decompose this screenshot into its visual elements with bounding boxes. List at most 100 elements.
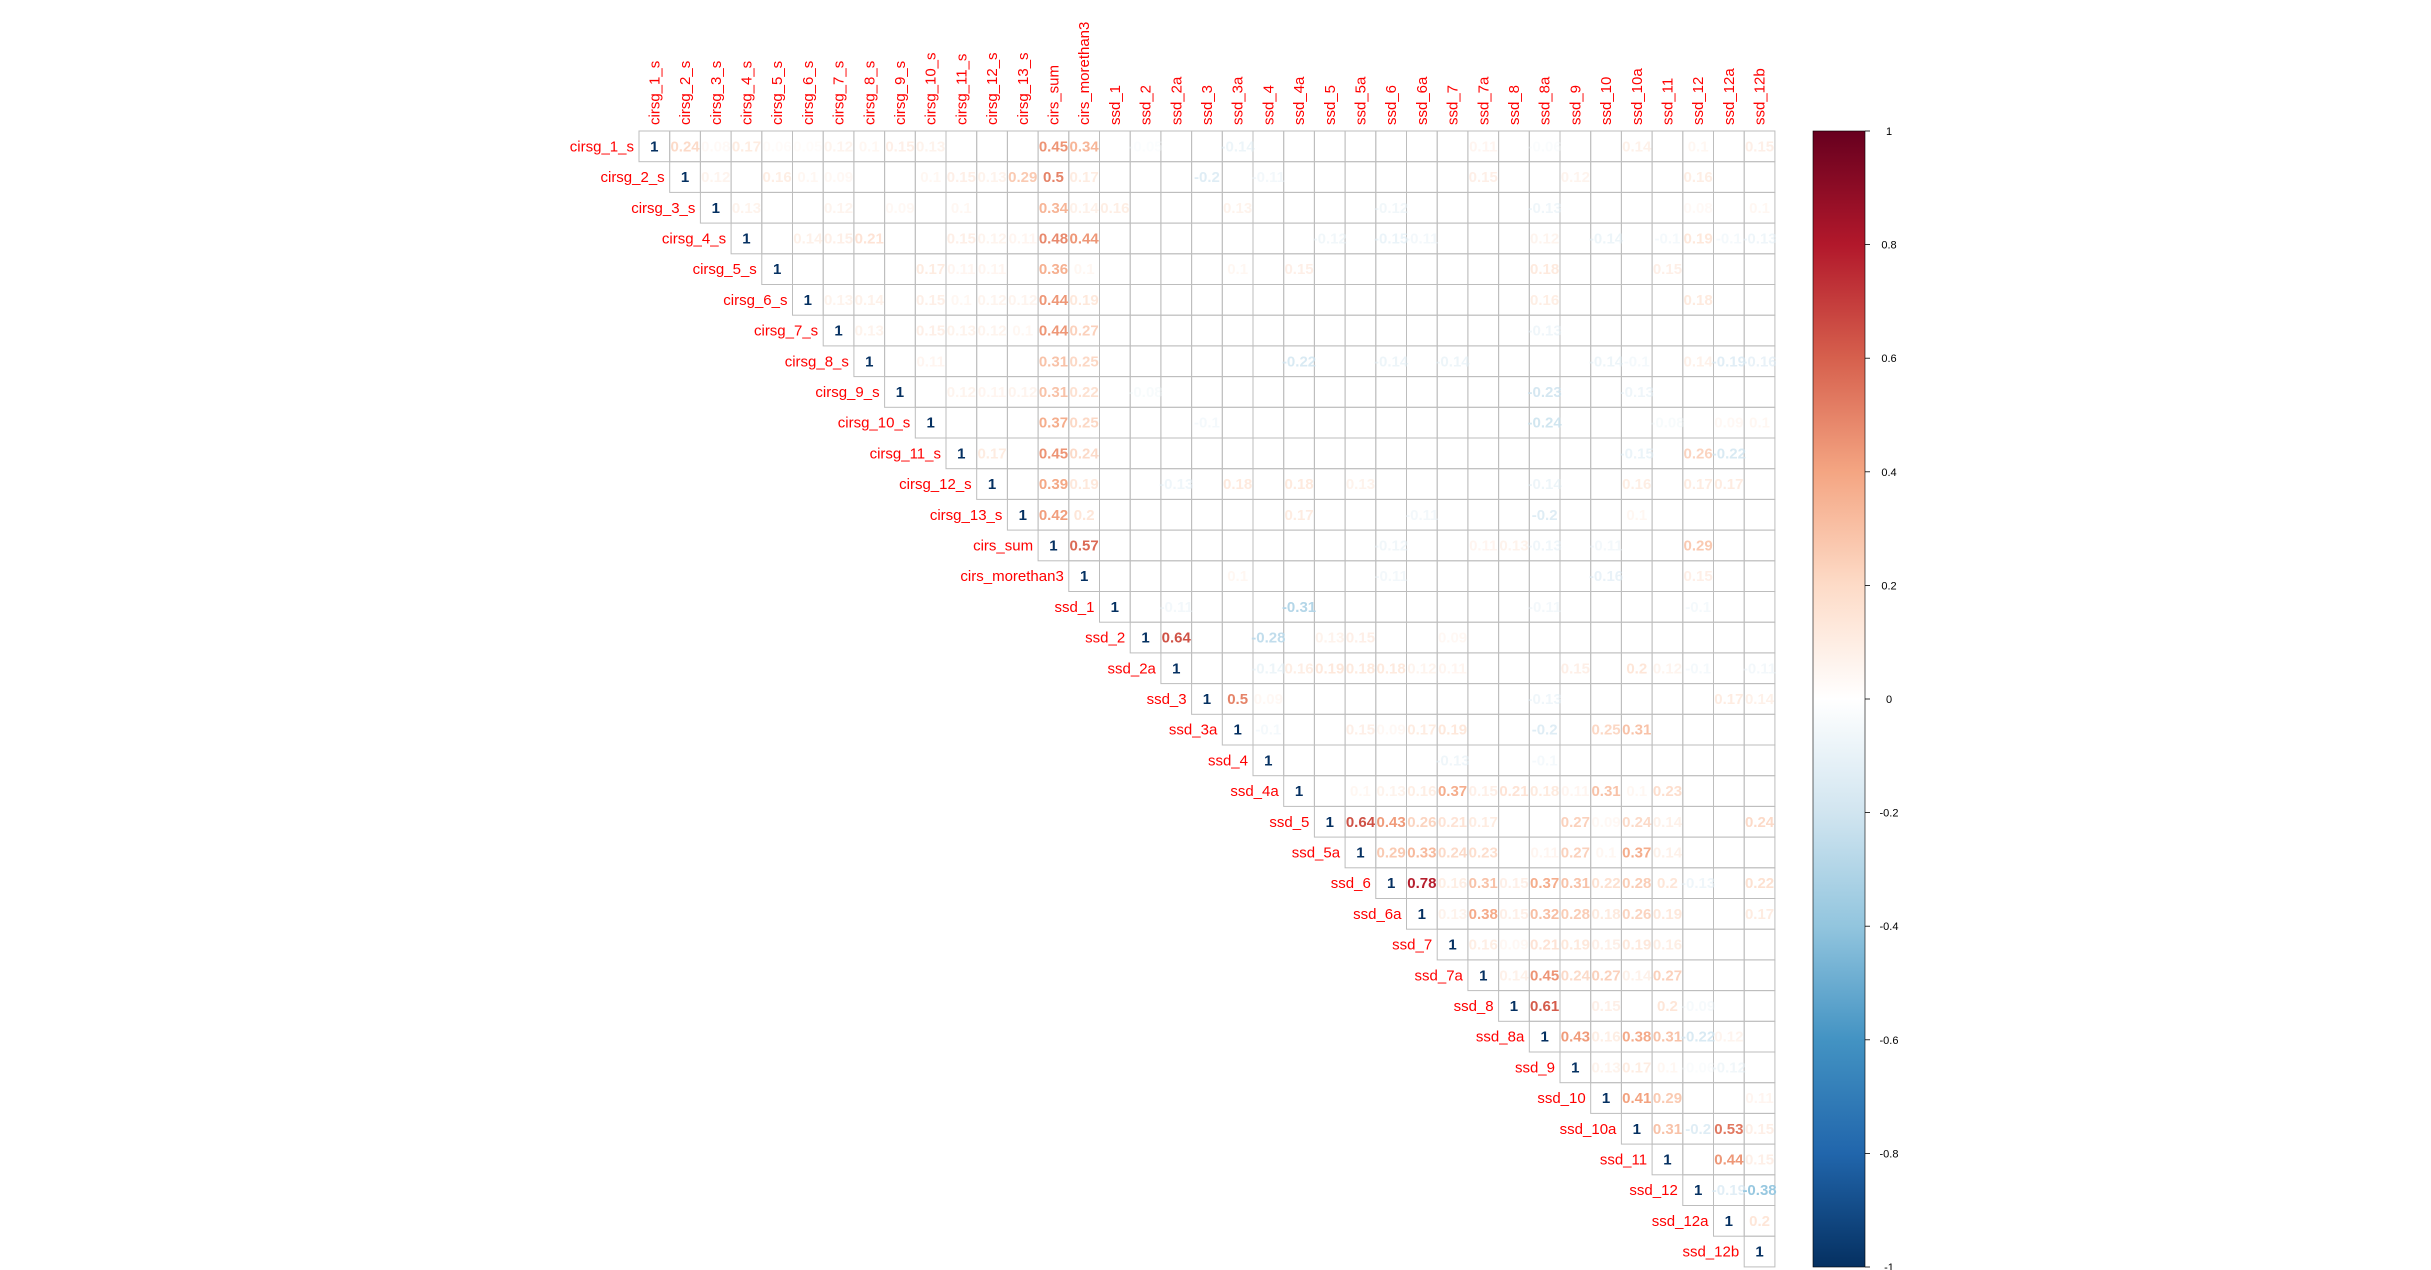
row-label: cirsg_7_s bbox=[754, 323, 818, 340]
grid-cell bbox=[1160, 130, 1193, 163]
correlation-value: 0.11 bbox=[978, 261, 1006, 278]
correlation-value: 0.15 bbox=[1469, 169, 1498, 186]
grid-cell bbox=[1283, 222, 1315, 255]
correlation-value: 0.14 bbox=[1622, 967, 1652, 984]
grid-cell bbox=[1129, 437, 1162, 470]
colorbar-tick-label: 0 bbox=[1886, 694, 1892, 706]
grid-cell bbox=[1191, 529, 1223, 562]
column-label: cirsg_6_s bbox=[800, 61, 817, 125]
grid-cell bbox=[1191, 560, 1223, 592]
grid-cell bbox=[1651, 376, 1684, 408]
correlation-value: 0.25 bbox=[1070, 353, 1099, 370]
grid-cell bbox=[1160, 253, 1193, 286]
grid-cell bbox=[1559, 376, 1592, 408]
colorbar-legend: 1 0.8 0.6 0.4 0.2 0 -0.2 -0.4 -0.6 -0.8 -1 bbox=[1812, 126, 1898, 1270]
grid-cell bbox=[1283, 713, 1315, 746]
correlation-value: -0.1 bbox=[1685, 599, 1711, 616]
grid-cell bbox=[1375, 683, 1408, 715]
grid-cell bbox=[1221, 314, 1254, 347]
correlation-value: -0.05 bbox=[1128, 138, 1162, 155]
grid-cell bbox=[1620, 253, 1653, 286]
correlation-value: 0.24 bbox=[1070, 445, 1100, 462]
correlation-value: 0.48 bbox=[1039, 230, 1068, 247]
row-label: ssd_9 bbox=[1515, 1059, 1555, 1076]
grid-cell bbox=[914, 191, 947, 224]
correlation-value: 0.1 bbox=[1626, 507, 1647, 524]
grid-cell bbox=[1344, 683, 1377, 715]
correlation-value: 0.14 bbox=[1745, 691, 1775, 708]
grid-cell bbox=[1743, 376, 1776, 408]
correlation-value: 0.61 bbox=[1530, 998, 1559, 1015]
diagonal-value: 1 bbox=[1479, 967, 1487, 984]
grid-cell bbox=[1221, 284, 1254, 316]
correlation-value: 0.31 bbox=[1653, 1029, 1682, 1046]
grid-cell bbox=[1682, 928, 1715, 961]
grid-cell bbox=[884, 345, 916, 378]
grid-cell bbox=[1191, 437, 1223, 470]
diagonal-value: 1 bbox=[988, 476, 996, 493]
grid-cell bbox=[1713, 191, 1745, 224]
grid-cell bbox=[1590, 376, 1622, 408]
grid-cell bbox=[1099, 130, 1131, 163]
grid-cell bbox=[1252, 406, 1285, 439]
grid-cell bbox=[1221, 529, 1254, 562]
grid-cell bbox=[1191, 191, 1223, 224]
correlation-value: 0.18 bbox=[1346, 660, 1375, 677]
grid-cell bbox=[1559, 713, 1592, 746]
correlation-value: 0.42 bbox=[1039, 507, 1068, 524]
correlation-value: 0.2 bbox=[1657, 998, 1678, 1015]
colorbar-gradient bbox=[1812, 130, 1866, 1268]
correlation-value: 0.18 bbox=[1223, 476, 1252, 493]
grid-cell bbox=[1713, 898, 1745, 930]
grid-cell bbox=[1436, 591, 1469, 623]
diagonal-value: 1 bbox=[957, 445, 965, 462]
grid-cell bbox=[1221, 621, 1254, 654]
row-label: cirsg_12_s bbox=[899, 476, 972, 493]
diagonal-value: 1 bbox=[1602, 1090, 1610, 1107]
correlation-value: 0.5 bbox=[1043, 169, 1064, 186]
grid-cell bbox=[1221, 498, 1254, 531]
grid-cell bbox=[1406, 406, 1438, 439]
grid-cell bbox=[1682, 1082, 1715, 1114]
grid-cell bbox=[1743, 1051, 1776, 1084]
grid-cell bbox=[1283, 376, 1315, 408]
correlation-value: 0.15 bbox=[1684, 568, 1713, 585]
correlation-value: 0.64 bbox=[1346, 814, 1376, 831]
grid-cell bbox=[1743, 253, 1776, 286]
grid-cell bbox=[1743, 498, 1776, 531]
grid-cell bbox=[1436, 406, 1469, 439]
correlation-value: 0.43 bbox=[1561, 1029, 1590, 1046]
correlation-value: -0.31 bbox=[1282, 599, 1316, 616]
correlation-value: 0.18 bbox=[1530, 783, 1559, 800]
diagonal-value: 1 bbox=[1571, 1059, 1579, 1076]
correlation-value: 0.1 bbox=[1227, 568, 1248, 585]
grid-cell bbox=[1682, 498, 1715, 531]
grid-cell bbox=[1590, 161, 1622, 193]
correlation-value: 0.22 bbox=[1591, 875, 1620, 892]
correlation-value: 0.25 bbox=[1070, 415, 1099, 432]
column-label: cirsg_12_s bbox=[984, 52, 1001, 125]
correlation-value: 0.12 bbox=[1561, 169, 1590, 186]
correlation-value: 0.13 bbox=[1377, 783, 1406, 800]
correlation-value: -0.1 bbox=[1194, 415, 1220, 432]
correlation-value: 0.1 bbox=[1626, 783, 1647, 800]
grid-cell bbox=[1252, 314, 1285, 347]
grid-cell bbox=[1313, 130, 1346, 163]
grid-cell bbox=[1651, 468, 1684, 500]
correlation-value: 0.27 bbox=[1653, 967, 1682, 984]
correlation-value: 0.44 bbox=[1039, 292, 1069, 309]
grid-cell bbox=[1344, 284, 1377, 316]
correlation-value: 0.13 bbox=[1499, 537, 1528, 554]
correlation-value: 0.17 bbox=[1070, 169, 1099, 186]
grid-cell bbox=[1252, 130, 1285, 163]
correlation-value: 0.34 bbox=[1039, 200, 1069, 217]
grid-cell bbox=[1528, 805, 1561, 838]
correlation-value: -0.15 bbox=[1374, 230, 1408, 247]
correlation-value: -0.2 bbox=[1194, 169, 1220, 186]
grid-cell bbox=[1252, 222, 1285, 255]
correlation-value: 0.13 bbox=[1223, 200, 1252, 217]
grid-cell bbox=[1160, 222, 1193, 255]
grid-cell bbox=[1129, 253, 1162, 286]
grid-cell bbox=[1221, 406, 1254, 439]
correlation-value: 0.43 bbox=[1377, 814, 1406, 831]
